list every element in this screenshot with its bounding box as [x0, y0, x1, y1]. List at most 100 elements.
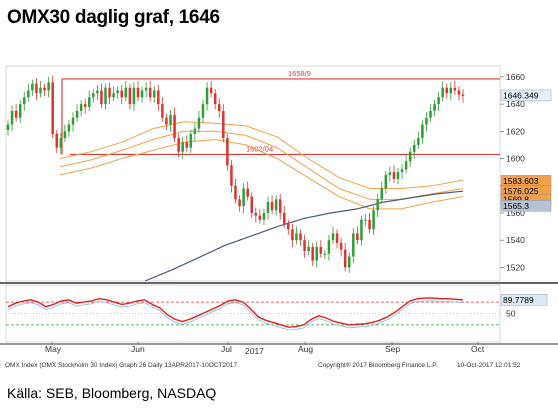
price-tag	[500, 200, 552, 212]
candle-body	[75, 110, 79, 118]
osc-tag	[500, 294, 548, 306]
candle-body	[429, 110, 432, 118]
candle-body	[189, 134, 193, 148]
candle-body	[315, 246, 318, 261]
candle-body	[433, 104, 436, 111]
candle-body	[392, 172, 396, 179]
candle-body	[278, 199, 282, 213]
x-tick-label: Jul	[221, 344, 232, 354]
candle-body	[303, 240, 306, 252]
level-label: 1658/9	[288, 69, 311, 78]
candle-body	[112, 93, 115, 98]
candle-body	[368, 219, 371, 230]
candle-body	[234, 185, 237, 200]
candle-body	[92, 93, 95, 98]
price-tick-label: 1640	[506, 99, 525, 109]
candle-body	[246, 188, 249, 197]
price-tick-label: 1660	[506, 72, 525, 82]
candle-body	[124, 87, 128, 98]
candle-body	[453, 87, 457, 91]
candle-body	[201, 104, 205, 118]
candle-body	[185, 142, 188, 148]
candle-body	[250, 196, 253, 213]
oscillator-line	[7, 297, 464, 328]
candle-body	[23, 97, 26, 105]
candle-body	[197, 117, 201, 129]
candle-body	[136, 87, 140, 98]
level-label: 1602/04	[246, 144, 273, 153]
candle-body	[266, 202, 270, 213]
osc-tick-label: 50	[506, 309, 516, 319]
candle-body	[104, 87, 107, 105]
x-tick-label: Sep	[385, 344, 400, 354]
candle-body	[254, 212, 258, 216]
price-tick-label: 1540	[506, 235, 525, 245]
candle-body	[31, 83, 34, 91]
candle-body	[295, 233, 298, 241]
candle-body	[148, 87, 152, 98]
candle-body	[222, 110, 225, 139]
candle-body	[209, 87, 213, 94]
candle-body	[283, 212, 286, 224]
candle-body	[63, 131, 67, 139]
candle-body	[461, 94, 465, 96]
candle-body	[6, 124, 10, 130]
candle-body	[242, 188, 245, 207]
candle-body	[400, 169, 404, 173]
candle-body	[287, 223, 290, 230]
candle-body	[449, 87, 453, 94]
candle-body	[343, 249, 347, 268]
candle-body	[59, 138, 63, 148]
price-tick-label: 1600	[506, 154, 525, 164]
candle-body	[177, 138, 180, 152]
candle-body	[425, 117, 428, 125]
candle-body	[457, 90, 461, 95]
price-tag-label: 1576.025	[503, 186, 539, 196]
candle-body	[47, 82, 50, 91]
candle-body	[157, 90, 160, 105]
candle-body	[274, 199, 278, 211]
candle-body	[238, 199, 241, 207]
candle-body	[413, 144, 416, 152]
candle-body	[173, 114, 176, 139]
candle-body	[408, 151, 412, 162]
footer-center: Copyright® 2017 Bloomberg Finance L.P.	[318, 361, 438, 369]
price-tick-label: 1560	[506, 208, 525, 218]
price-tag-label: 1583.603	[503, 176, 539, 186]
price-tag	[500, 89, 552, 102]
candle-body	[331, 233, 335, 241]
candle-body	[14, 110, 18, 118]
candle-body	[108, 87, 111, 98]
candle-body	[43, 87, 46, 91]
candle-body	[18, 104, 22, 118]
year-label: 2017	[245, 346, 264, 356]
candle-body	[140, 90, 144, 98]
axis-layer: 152015401560158016001620164016601646.349…	[45, 72, 552, 354]
candle-body	[55, 134, 58, 148]
candle-body	[205, 87, 209, 105]
candle-body	[165, 117, 168, 125]
footer-right: 10-Oct-2017 12:01:52	[457, 362, 521, 369]
candle-body	[421, 124, 424, 139]
candle-body	[352, 233, 355, 257]
candle-body	[83, 104, 87, 107]
candle-body	[364, 219, 367, 221]
candle-body	[327, 240, 331, 254]
ma-band-lower	[59, 138, 464, 210]
candle-body	[258, 215, 262, 220]
candle-body	[372, 210, 375, 230]
candle-body	[335, 233, 339, 243]
candle-body	[404, 161, 408, 170]
ma-band-upper	[59, 121, 464, 189]
candle-body	[291, 229, 294, 241]
candle-body	[380, 188, 383, 200]
x-tick-label: Oct	[471, 344, 485, 354]
candle-body	[262, 212, 266, 220]
candle-body	[39, 87, 42, 94]
price-tick-label: 1620	[506, 126, 525, 136]
candle-body	[169, 114, 172, 125]
candle-body	[181, 142, 184, 152]
candle-body	[384, 174, 388, 189]
candle-body	[270, 202, 274, 211]
